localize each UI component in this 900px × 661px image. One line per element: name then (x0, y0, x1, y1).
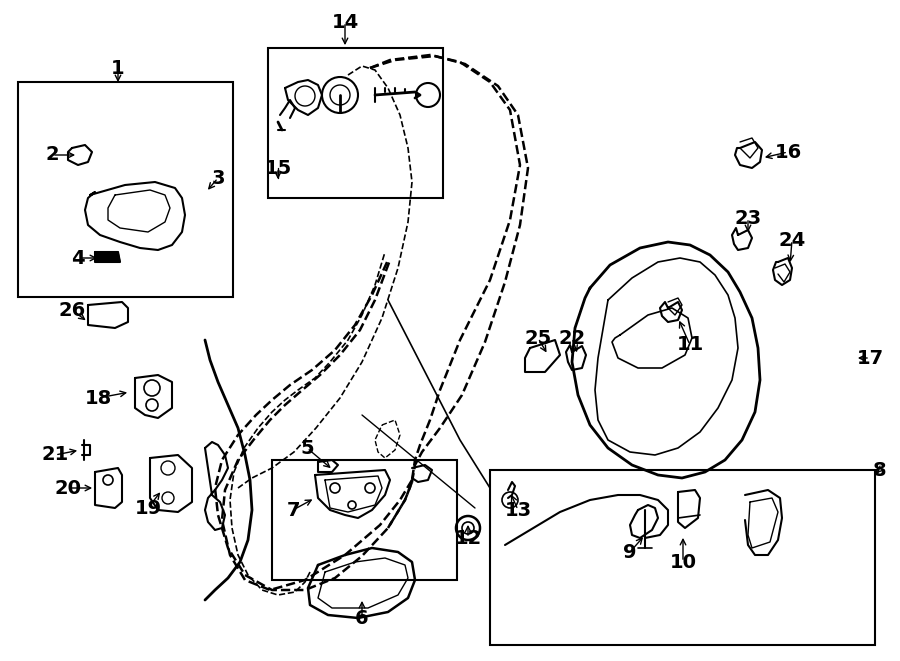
Text: 8: 8 (873, 461, 886, 479)
Text: 15: 15 (265, 159, 292, 178)
Text: 17: 17 (857, 348, 884, 368)
Polygon shape (95, 252, 120, 262)
Text: 14: 14 (331, 13, 358, 32)
Text: 11: 11 (677, 336, 704, 354)
Text: 25: 25 (525, 329, 552, 348)
Text: 2: 2 (45, 145, 58, 165)
Text: 1: 1 (112, 59, 125, 77)
Text: 13: 13 (504, 500, 532, 520)
Bar (490, 470, 875, 645)
Bar (272, 460, 457, 580)
Text: 10: 10 (670, 553, 697, 572)
Text: 6: 6 (356, 609, 369, 627)
Text: 7: 7 (286, 500, 300, 520)
Text: 4: 4 (71, 249, 85, 268)
Text: 18: 18 (85, 389, 112, 407)
Bar (18, 82, 233, 297)
Text: 16: 16 (774, 143, 802, 161)
Text: 3: 3 (212, 169, 225, 188)
Text: 5: 5 (301, 438, 314, 457)
Text: 19: 19 (134, 498, 162, 518)
Text: 12: 12 (454, 529, 482, 547)
Bar (268, 48, 443, 198)
Text: 26: 26 (58, 301, 86, 319)
Text: 23: 23 (734, 208, 761, 227)
Text: 22: 22 (558, 329, 586, 348)
Text: 21: 21 (41, 446, 68, 465)
Text: 24: 24 (778, 231, 806, 249)
Text: 9: 9 (623, 543, 637, 561)
Text: 20: 20 (55, 479, 82, 498)
